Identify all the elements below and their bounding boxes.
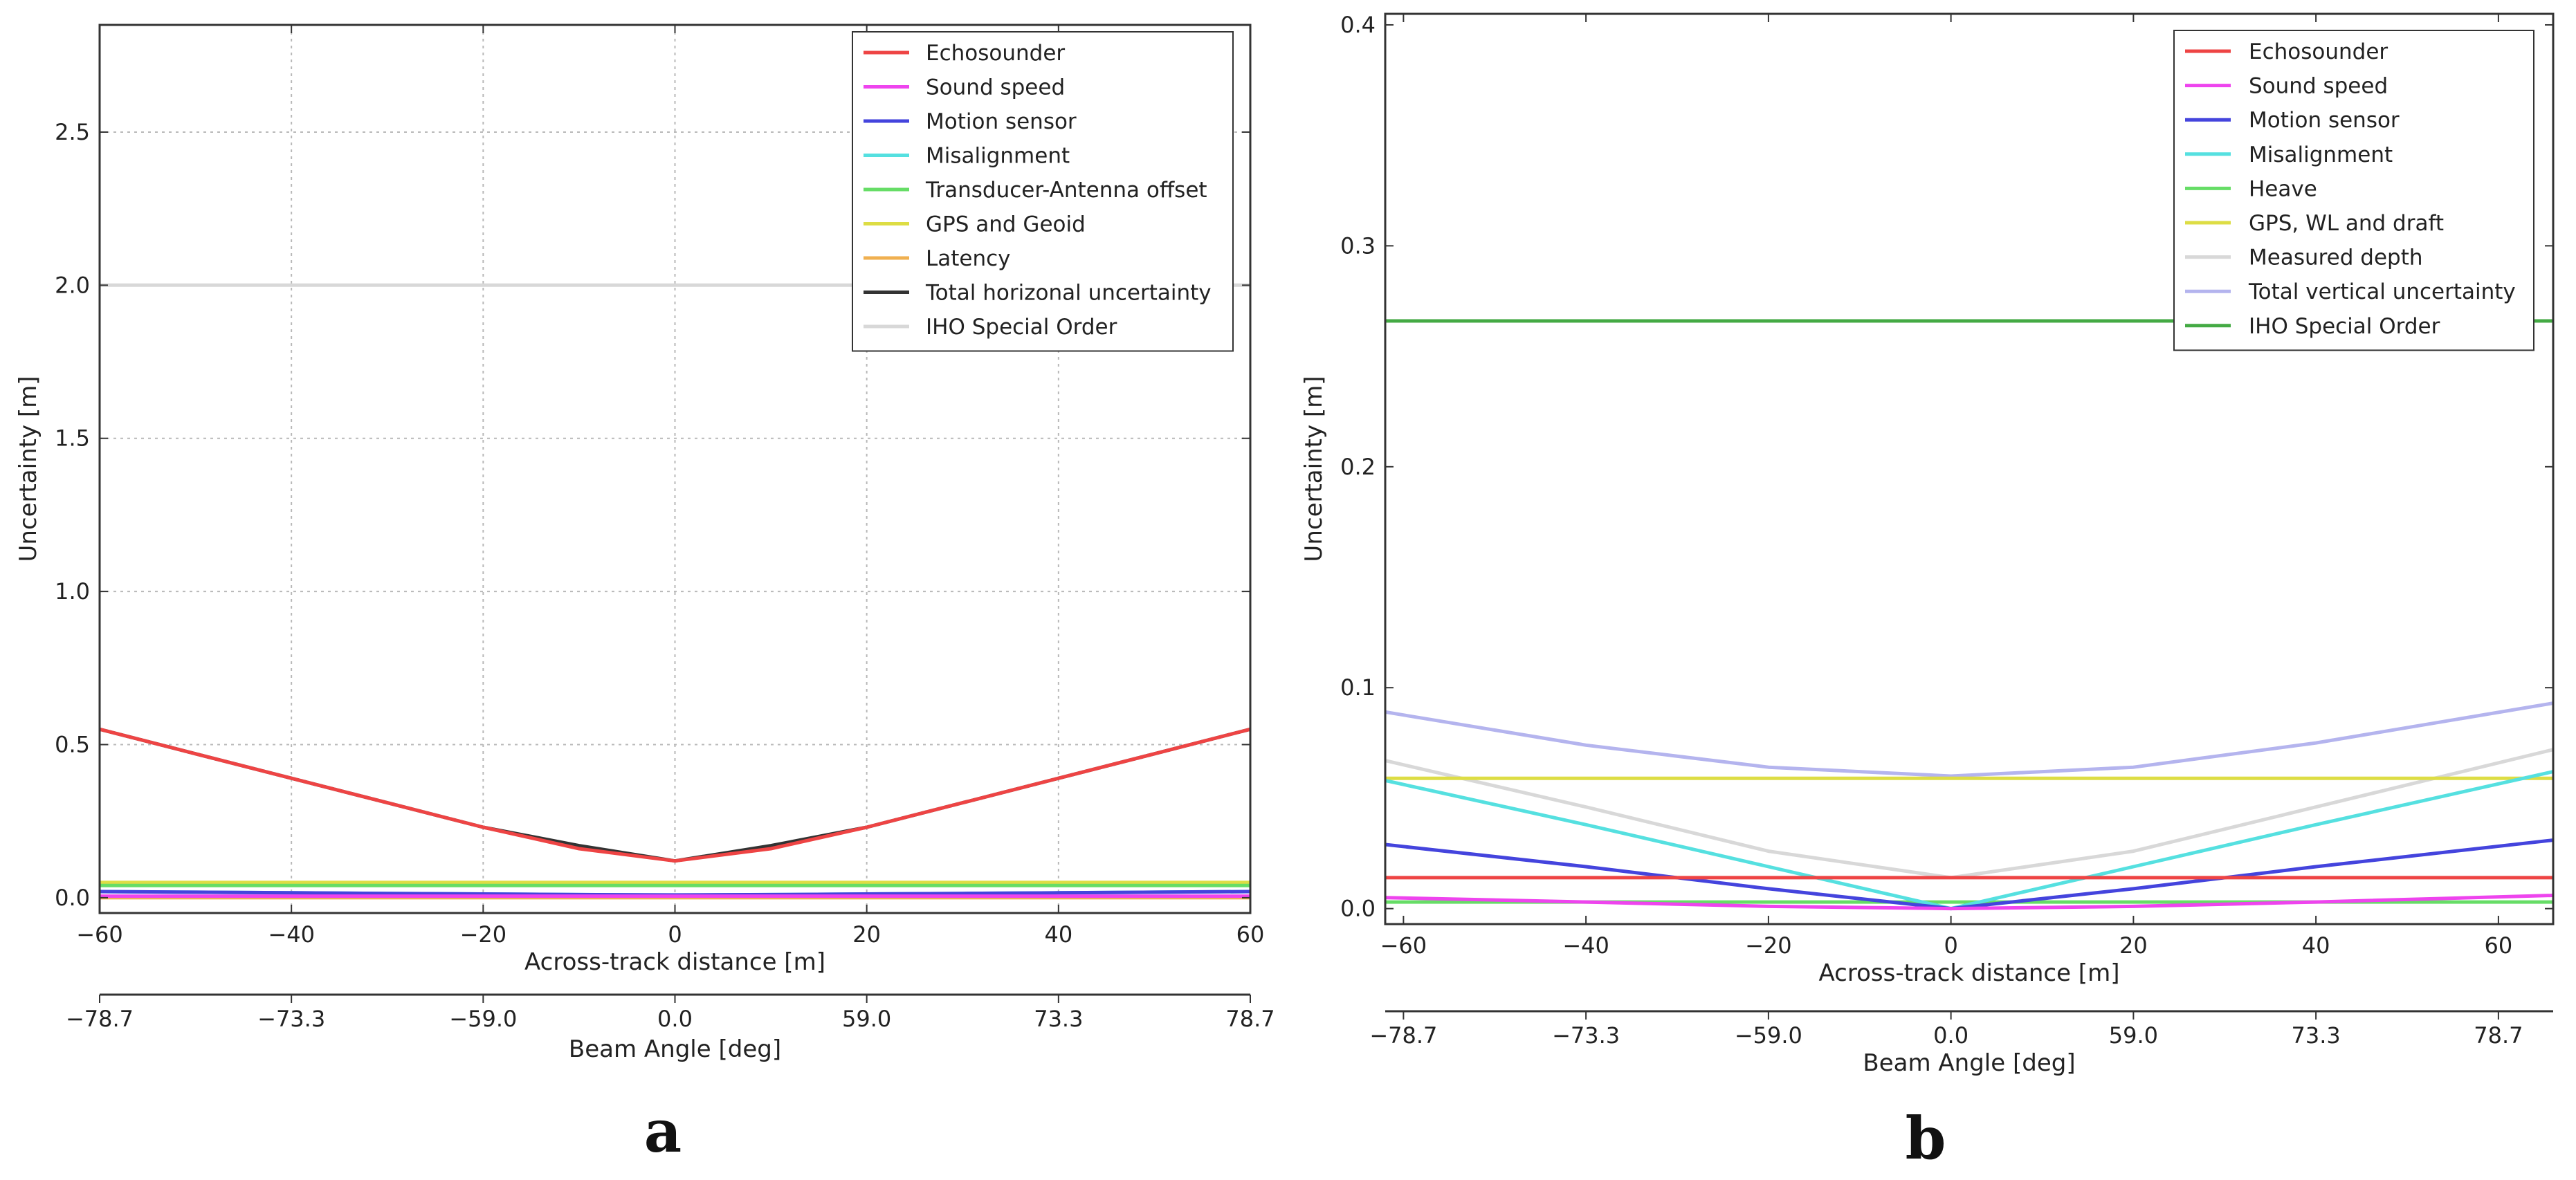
y-tick-label: 0.5 xyxy=(55,731,90,757)
x-axis-label: Across-track distance [m] xyxy=(1819,959,2120,987)
y-tick-label: 1.5 xyxy=(55,425,90,452)
x-axis-label: Across-track distance [m] xyxy=(524,948,825,976)
secondary-x-tick-label: 73.3 xyxy=(2292,1022,2341,1049)
y-tick-label: 0.0 xyxy=(1340,896,1376,922)
x-tick-label: 0 xyxy=(668,921,682,948)
chart-panel-a: −60 −40 −20 0 20 40 60 0.0 0.5 1.0 1.5 2.0 2.5 Across… xyxy=(15,24,1275,1165)
secondary-x-tick-label: 59.0 xyxy=(2109,1022,2158,1049)
legend-label: GPS and Geoid xyxy=(926,212,1086,237)
secondary-x-tick-label: −59.0 xyxy=(1735,1022,1802,1049)
y-tick-label: 0.2 xyxy=(1340,454,1376,480)
y-tick-label: 0.3 xyxy=(1340,232,1376,259)
x-tick-label: −60 xyxy=(1380,932,1427,959)
legend-label: Motion sensor xyxy=(926,109,1077,134)
secondary-x-axis-label: Beam Angle [deg] xyxy=(1863,1049,2075,1077)
plot-frame xyxy=(1384,12,2555,925)
secondary-x-tick-label: −59.0 xyxy=(449,1006,517,1032)
legend-label: Latency xyxy=(926,246,1011,271)
secondary-x-tick-label: 78.7 xyxy=(1225,1006,1275,1032)
series-line-echosounder xyxy=(100,727,1250,863)
secondary-x-tick-label: 0.0 xyxy=(657,1006,693,1032)
legend-label: Misalignment xyxy=(2249,142,2393,167)
legend-label: GPS, WL and draft xyxy=(2249,211,2444,236)
x-tick-label: −20 xyxy=(1745,932,1792,959)
secondary-x-tick-label: −78.7 xyxy=(66,1006,134,1032)
series-line-sound-speed xyxy=(1385,894,2553,911)
x-tick-label: −60 xyxy=(76,921,123,948)
legend-label: Measured depth xyxy=(2249,246,2423,270)
chart-panel-b: −60 −40 −20 0 20 40 60 0.0 0.1 0.2 0.3 0.4 Across-tr… xyxy=(1300,12,2555,1172)
y-axis-label: Uncertainty [m] xyxy=(1300,376,1328,562)
x-tick-label: 20 xyxy=(852,921,881,948)
legend-label: Heave xyxy=(2249,176,2317,201)
y-axis-label: Uncertainty [m] xyxy=(15,376,42,562)
y-tick-label: 1.0 xyxy=(55,578,90,605)
legend: Echosounder Sound speed Motion sensor Misal… xyxy=(2173,30,2534,351)
series-line-total-vertical-uncertainty xyxy=(1385,701,2553,778)
legend-label: Sound speed xyxy=(926,75,1065,100)
x-tick-label: 0 xyxy=(1944,932,1957,959)
secondary-x-tick-label: 0.0 xyxy=(1933,1022,1968,1049)
secondary-x-tick-label: −73.3 xyxy=(257,1006,325,1032)
x-tick-label: 40 xyxy=(1044,921,1072,948)
y-tick-label: 0.4 xyxy=(1340,12,1376,38)
y-tick-label: 2.5 xyxy=(55,119,90,145)
panel-label: b xyxy=(1906,1104,1946,1172)
secondary-x-tick-label: 59.0 xyxy=(842,1006,891,1032)
x-tick-label: 60 xyxy=(2485,932,2513,959)
x-tick-label: 60 xyxy=(1236,921,1265,948)
legend-box xyxy=(852,31,1234,352)
x-tick-label: −20 xyxy=(460,921,507,948)
panel-label: a xyxy=(644,1097,682,1165)
x-tick-label: 20 xyxy=(2119,932,2148,959)
y-tick-label: 0.0 xyxy=(55,885,90,911)
legend-label: Echosounder xyxy=(926,41,1065,66)
legend-box xyxy=(2173,30,2534,351)
y-tick-label: 2.0 xyxy=(55,272,90,298)
legend: Echosounder Sound speed Motion sensor Misal… xyxy=(852,31,1234,352)
legend-label: Sound speed xyxy=(2249,74,2388,99)
x-tick-label: −40 xyxy=(1562,932,1609,959)
legend-label: IHO Special Order xyxy=(926,315,1117,340)
series-group xyxy=(100,283,1250,900)
secondary-x-tick-label: −78.7 xyxy=(1369,1022,1437,1049)
x-tick-label: −40 xyxy=(268,921,315,948)
legend-label: Motion sensor xyxy=(2249,108,2400,133)
legend-label: Total horizonal uncertainty xyxy=(925,281,1212,306)
series-group xyxy=(1385,319,2553,911)
y-tick-label: 0.1 xyxy=(1340,674,1376,701)
legend-label: Transducer-Antenna offset xyxy=(925,178,1207,203)
secondary-x-tick-label: 73.3 xyxy=(1034,1006,1083,1032)
secondary-x-axis-label: Beam Angle [deg] xyxy=(569,1035,781,1063)
legend-label: IHO Special Order xyxy=(2249,314,2440,339)
x-tick-label: 40 xyxy=(2302,932,2330,959)
legend-label: Misalignment xyxy=(926,144,1070,169)
secondary-x-tick-label: −73.3 xyxy=(1552,1022,1620,1049)
secondary-x-tick-label: 78.7 xyxy=(2474,1022,2523,1049)
legend-label: Total vertical uncertainty xyxy=(2248,279,2516,304)
legend-label: Echosounder xyxy=(2249,39,2388,64)
